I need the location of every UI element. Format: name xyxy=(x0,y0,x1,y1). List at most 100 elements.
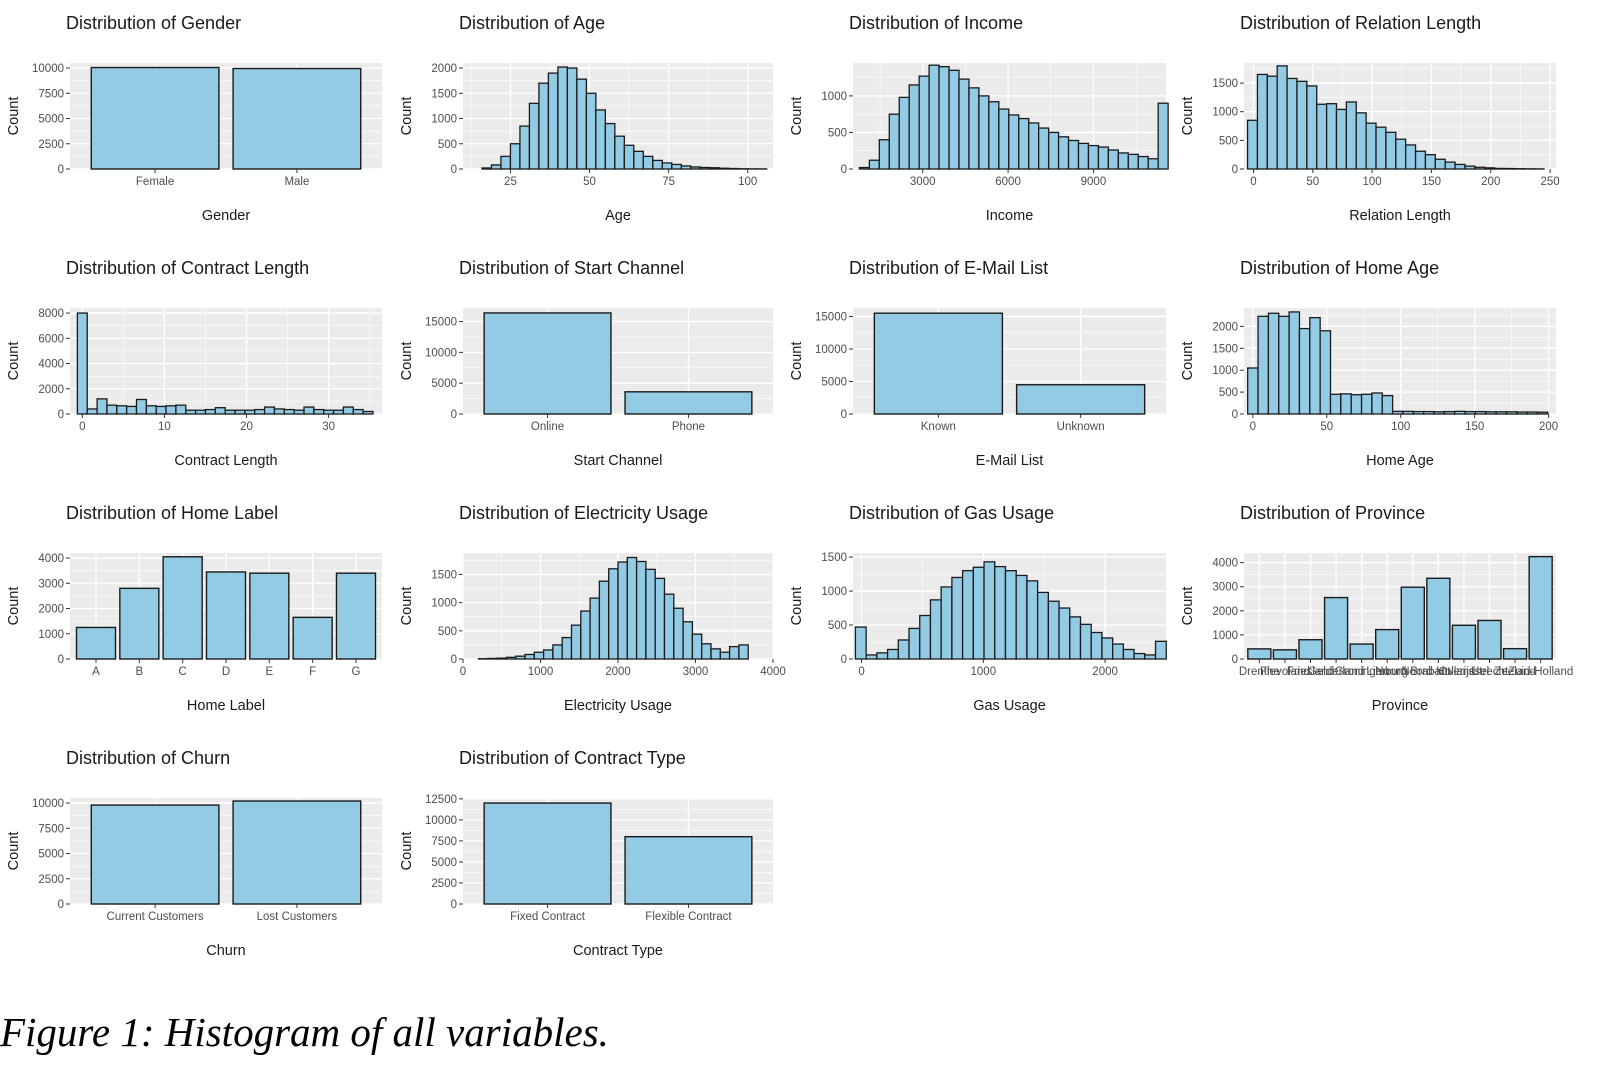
bar-a xyxy=(75,626,117,660)
histogram-bin xyxy=(323,409,335,415)
bar-c xyxy=(162,556,203,660)
histogram-bin xyxy=(76,312,88,415)
bar-male xyxy=(232,67,362,170)
panel-title: Distribution of Start Channel xyxy=(459,258,684,278)
panel-title: Distribution of Province xyxy=(1240,503,1425,523)
histogram-bin xyxy=(719,651,731,660)
y-tick-label: 1500 xyxy=(431,88,457,100)
histogram-bin xyxy=(204,408,216,415)
x-tick-label: Overijssel xyxy=(1439,666,1489,678)
panel-title: Distribution of Contract Length xyxy=(66,258,309,278)
histogram-bin xyxy=(1298,327,1311,415)
histogram-bin xyxy=(1424,154,1436,170)
y-axis-title: Count xyxy=(6,832,22,871)
histogram-bin xyxy=(547,72,559,170)
histogram-bin xyxy=(1485,411,1497,415)
histogram-bin xyxy=(1296,80,1308,170)
y-tick-label: 0 xyxy=(1232,164,1238,176)
y-tick-label: 500 xyxy=(1219,387,1238,399)
x-tick-label: 100 xyxy=(738,176,757,188)
histogram-bin xyxy=(1371,392,1383,415)
histogram-bin xyxy=(1381,394,1394,415)
x-tick-label: 6000 xyxy=(995,176,1021,188)
histogram-bin xyxy=(1443,410,1456,415)
x-tick-label: 100 xyxy=(1363,176,1382,188)
histogram-bin xyxy=(487,657,498,660)
histogram-bin xyxy=(303,406,315,415)
bar-unknown xyxy=(1015,384,1146,415)
histogram-bin xyxy=(1345,101,1357,170)
x-tick-label: 20 xyxy=(240,421,253,433)
histogram-bin xyxy=(908,627,921,660)
histogram-bin xyxy=(352,408,364,415)
histogram-bin xyxy=(691,633,703,660)
histogram-bin xyxy=(332,409,345,415)
histogram-bin xyxy=(1355,112,1367,170)
panel-relation-length: Distribution of Relation Length Relation … xyxy=(1180,13,1560,224)
histogram-bin xyxy=(1079,623,1092,660)
histogram-bin xyxy=(998,108,1010,170)
histogram-bin xyxy=(490,164,502,170)
histogram-bin xyxy=(961,570,974,660)
x-tick-label: Groningen xyxy=(1335,666,1389,678)
y-tick-label: 4000 xyxy=(38,553,64,565)
histogram-bin xyxy=(1325,103,1338,170)
histogram-bin xyxy=(1493,167,1506,170)
histogram-bin xyxy=(175,404,187,415)
panel-title: Distribution of Gas Usage xyxy=(849,503,1054,523)
x-tick-label: 0 xyxy=(858,666,864,678)
x-tick-label: 4000 xyxy=(760,666,786,678)
panel-title: Distribution of E-Mail List xyxy=(849,258,1048,278)
y-tick-label: 15000 xyxy=(425,317,457,329)
x-tick-label: 200 xyxy=(1481,176,1500,188)
histogram-bin xyxy=(1536,411,1549,415)
histogram-bin xyxy=(1365,122,1377,170)
x-tick-label: 150 xyxy=(1465,421,1484,433)
y-tick-label: 0 xyxy=(58,654,64,666)
histogram-bin xyxy=(709,167,720,170)
panel-title: Distribution of Income xyxy=(849,13,1023,33)
panel-income: Distribution of Income Income Count 0 500 100… xyxy=(789,13,1169,224)
x-tick-label: Flexible Contract xyxy=(645,911,732,923)
histogram-bin xyxy=(878,139,890,170)
histogram-bin xyxy=(1107,149,1119,170)
histogram-bin xyxy=(614,135,625,170)
histogram-bin xyxy=(1036,591,1050,660)
panel-churn: Distribution of Churn Churn Count 0 2500 5000… xyxy=(6,748,382,959)
histogram-bin xyxy=(515,655,526,660)
panel-home-label: Distribution of Home Label Home Label Coun… xyxy=(6,503,382,714)
x-tick-label: 2000 xyxy=(1092,666,1118,678)
y-tick-label: 500 xyxy=(828,127,847,139)
x-tick-label: 10 xyxy=(158,421,171,433)
histogram-bin xyxy=(1047,600,1060,660)
histogram-bin xyxy=(1402,410,1414,415)
bar-current-customers xyxy=(90,804,220,905)
histogram-bin xyxy=(1484,167,1496,170)
x-axis-title: Contract Type xyxy=(573,943,663,959)
histogram-bin xyxy=(1157,102,1169,170)
histogram-grid-figure: Distribution of GenderGenderCount0250050… xyxy=(6,13,1573,959)
histogram-bin xyxy=(626,556,638,660)
histogram-bin xyxy=(1008,114,1020,170)
bar-flevoland xyxy=(1272,649,1298,660)
histogram-bin xyxy=(633,150,644,170)
y-tick-label: 3000 xyxy=(38,578,64,590)
histogram-bin xyxy=(244,409,256,415)
histogram-bin xyxy=(1414,150,1427,170)
x-tick-label: Fixed Contract xyxy=(510,911,586,923)
histogram-bin xyxy=(738,644,749,660)
y-tick-label: 1500 xyxy=(1212,343,1238,355)
panel-title: Distribution of Home Age xyxy=(1240,258,1439,278)
x-tick-label: 1000 xyxy=(528,666,554,678)
panel-contract-type: Distribution of Contract Type Contract Ty… xyxy=(399,748,773,959)
panel-contract-length: Distribution of Contract Length Contract … xyxy=(6,258,382,469)
histogram-bin xyxy=(1015,574,1028,660)
histogram-bin xyxy=(886,648,899,660)
histogram-bin xyxy=(661,162,673,170)
x-tick-label: Flevoland xyxy=(1260,666,1310,678)
histogram-bin xyxy=(1028,122,1040,170)
histogram-bin xyxy=(96,398,108,415)
histogram-bin xyxy=(1038,127,1050,170)
panel-title: Distribution of Gender xyxy=(66,13,241,33)
panel-age: Distribution of Age Age Count 0 500 1000 1500 2… xyxy=(399,13,773,224)
